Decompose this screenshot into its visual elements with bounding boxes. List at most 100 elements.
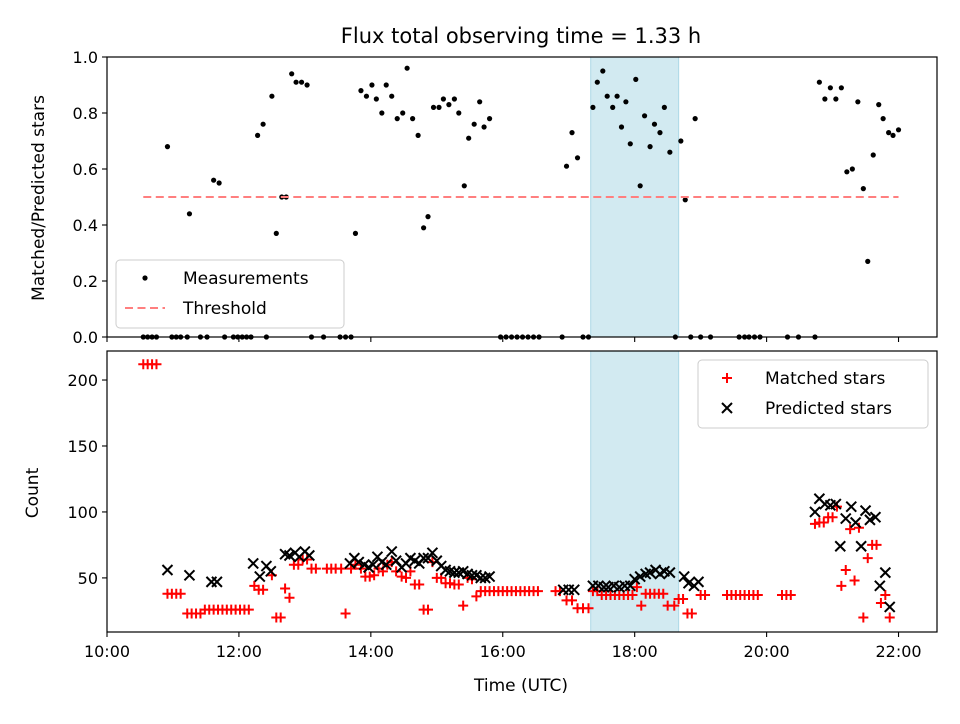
matched-star-point xyxy=(862,553,873,564)
measurement-point xyxy=(844,169,850,175)
predicted-star-point xyxy=(563,584,575,596)
matched-star-point xyxy=(243,604,254,615)
measurement-point xyxy=(352,230,359,236)
matched-star-point xyxy=(275,612,286,623)
predicted-star-point xyxy=(682,577,695,589)
predicted-star-point xyxy=(598,581,610,593)
predicted-star-point xyxy=(367,559,379,571)
predicted-star-point xyxy=(380,559,392,571)
predicted-star-point xyxy=(265,565,277,578)
matched-star-point xyxy=(875,597,886,608)
y-tick-label: 0.8 xyxy=(73,104,98,123)
measurement-point xyxy=(410,116,416,122)
bottom-panel: 10:00 12:00 14:00 16:00 18:00 20:00 22:00 50 100… xyxy=(67,350,938,661)
measurement-point xyxy=(880,116,886,122)
x-tick-label: 10:00 xyxy=(84,642,130,661)
measurement-point xyxy=(304,82,310,88)
matched-star-point xyxy=(752,590,763,601)
measurement-point xyxy=(369,82,375,88)
matched-star-point xyxy=(658,588,669,599)
measurement-point xyxy=(614,93,620,99)
matched-star-point xyxy=(836,580,847,591)
matched-star-point xyxy=(401,572,412,583)
measurement-point xyxy=(481,124,487,130)
predicted-star-point xyxy=(884,601,896,613)
predicted-star-point xyxy=(205,576,218,588)
measurement-point xyxy=(461,183,467,189)
x-tick-label: 12:00 xyxy=(216,642,262,661)
matched-star-point xyxy=(884,612,895,623)
measurement-point xyxy=(890,132,896,138)
y-tick-label: 100 xyxy=(67,503,98,522)
legend-marker xyxy=(722,373,732,383)
measurement-point xyxy=(618,124,625,130)
predicted-star-point xyxy=(628,573,641,585)
predicted-star-point xyxy=(830,498,842,510)
measurement-point xyxy=(255,132,261,138)
measurement-point xyxy=(383,82,389,88)
predicted-star-point xyxy=(303,549,315,562)
predicted-star-point xyxy=(426,547,439,559)
measurement-point xyxy=(822,96,828,102)
measurement-point xyxy=(651,121,658,127)
y-tick-label: 0.6 xyxy=(73,160,98,179)
measurement-point xyxy=(627,141,633,147)
predicted-star-point xyxy=(664,566,676,579)
matched-star-point xyxy=(583,603,594,614)
legend-label: Predicted stars xyxy=(765,399,892,419)
predicted-star-point xyxy=(475,572,487,584)
measurement-point xyxy=(886,130,892,136)
measurement-point xyxy=(563,163,570,169)
matched-star-point xyxy=(414,579,425,590)
measurement-point xyxy=(838,85,844,91)
axes-frame xyxy=(106,56,938,338)
matched-star-point xyxy=(453,579,464,590)
measurement-point xyxy=(421,225,427,231)
measurement-point xyxy=(860,186,866,192)
matched-star-point xyxy=(631,582,642,593)
measurement-point xyxy=(466,135,472,141)
predicted-star-point xyxy=(845,500,857,513)
measurement-point xyxy=(870,152,876,158)
matched-star-point xyxy=(284,592,295,603)
matched-star-point xyxy=(880,590,891,601)
matched-star-point xyxy=(471,591,482,602)
predicted-star-point xyxy=(283,549,296,562)
matched-star-point xyxy=(636,600,647,611)
chart-title: Flux total observing time = 1.33 h xyxy=(341,24,701,48)
predicted-star-point xyxy=(448,566,461,579)
measurement-point xyxy=(816,79,822,85)
predicted-star-point xyxy=(874,580,886,592)
bottom-ylabel: Count xyxy=(23,467,43,518)
matched-star-point xyxy=(785,590,796,601)
matched-star-point xyxy=(391,566,402,577)
predicted-star-point xyxy=(161,564,174,576)
measurement-point xyxy=(415,132,421,138)
measurement-point xyxy=(895,127,902,133)
measurement-point xyxy=(600,68,606,74)
measurement-point xyxy=(849,166,855,172)
predicted-star-point xyxy=(386,545,398,558)
xlabel: Time (UTC) xyxy=(473,676,568,696)
predicted-star-point xyxy=(869,511,882,523)
measurement-point xyxy=(379,110,385,116)
x-tick-label: 14:00 xyxy=(348,642,394,661)
y-tick-label: 50 xyxy=(78,569,98,588)
predicted-star-point xyxy=(634,570,646,583)
legend-marker xyxy=(721,402,733,414)
matched-star-point xyxy=(871,539,882,550)
matched-star-point xyxy=(369,570,380,581)
matched-star-point xyxy=(669,600,680,611)
measurement-point xyxy=(440,96,446,102)
legend-marker xyxy=(142,275,148,281)
measurement-point xyxy=(692,116,698,122)
measurement-point xyxy=(186,211,193,217)
predicted-star-point xyxy=(254,570,266,583)
measurement-point xyxy=(610,104,616,110)
matched-star-point xyxy=(364,571,375,582)
predicted-star-point xyxy=(644,566,656,579)
predicted-star-point xyxy=(353,556,365,568)
measurement-point xyxy=(456,110,462,116)
y-tick-label: 150 xyxy=(67,437,98,456)
